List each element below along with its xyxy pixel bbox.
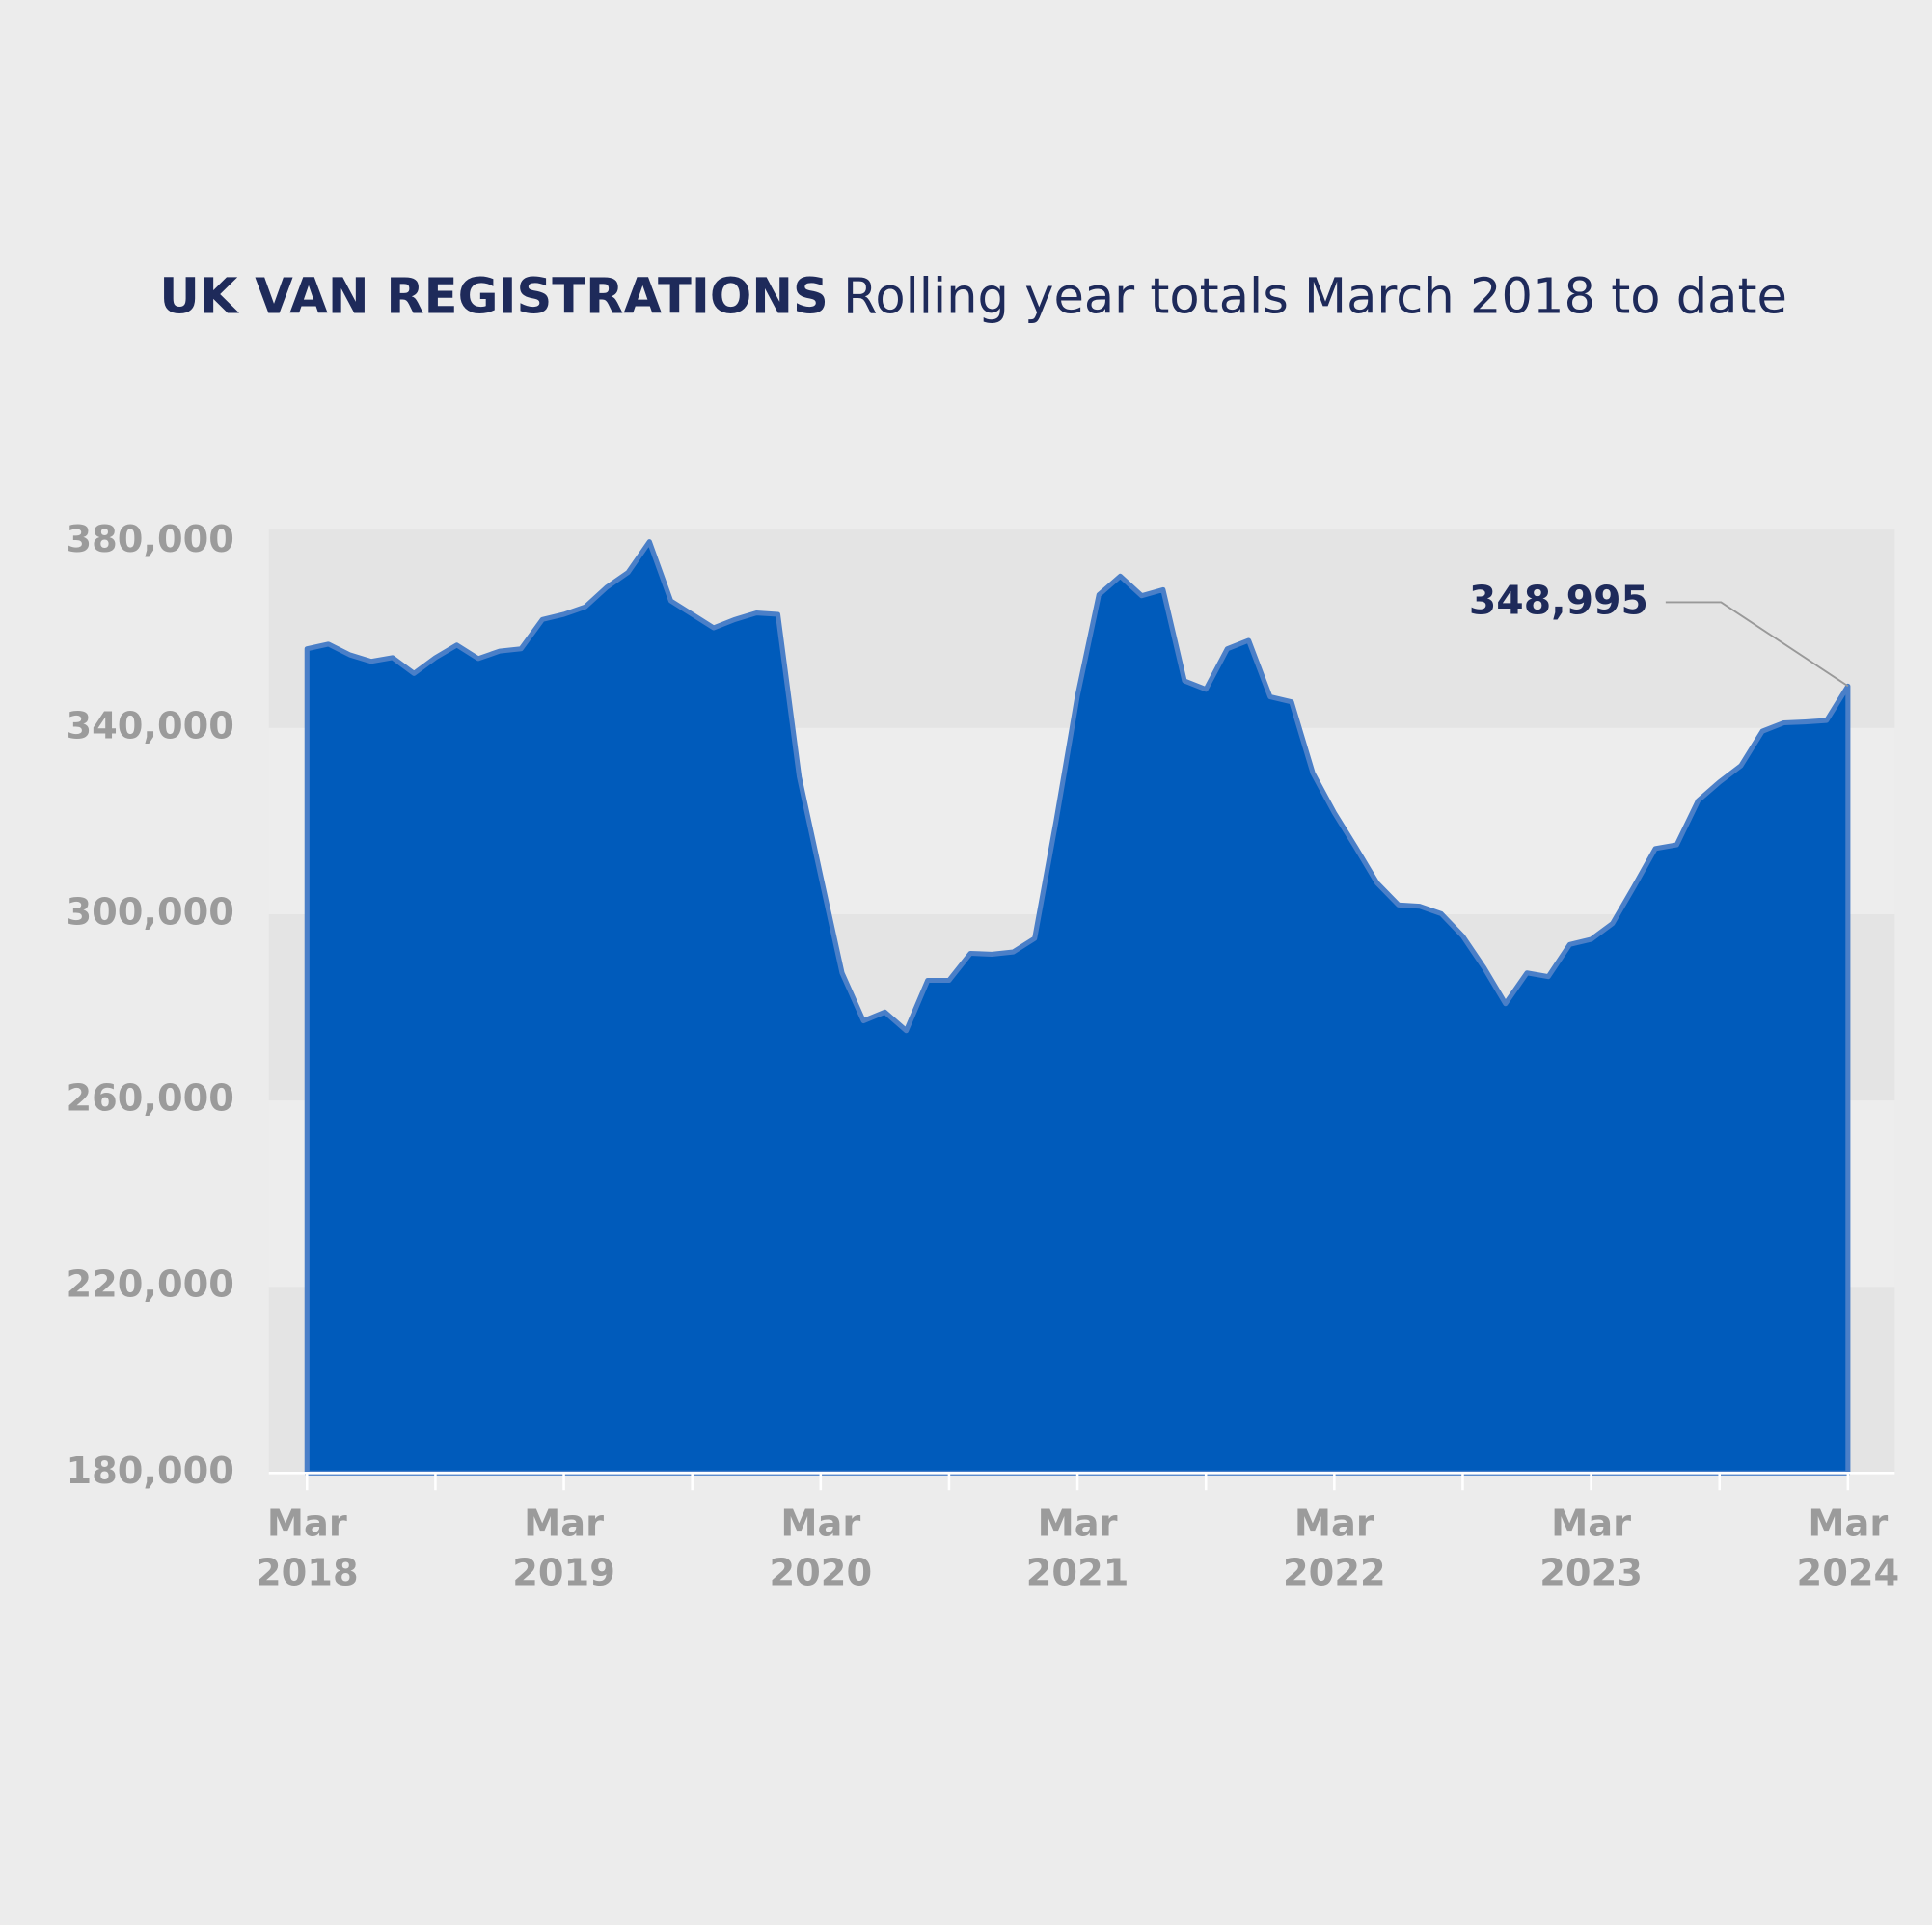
- x-tick-label: Mar 2024: [1796, 1502, 1900, 1595]
- y-tick-label: 180,000: [67, 1450, 234, 1493]
- x-tick-label: Mar 2020: [769, 1502, 873, 1595]
- area: [304, 539, 1851, 1476]
- annotation-leader: [1665, 601, 1849, 688]
- x-tick-label-box: Mar 2020: [769, 1502, 873, 1595]
- x-tick-label: Mar 2023: [1539, 1502, 1643, 1595]
- annotation: 348,995: [1469, 578, 1648, 624]
- title-block: UK VAN REGISTRATIONS Rolling year totals …: [159, 268, 1787, 325]
- x-tick-label-box: Mar 2018: [255, 1502, 359, 1595]
- y-tick-label: 380,000: [67, 518, 234, 561]
- chart-title: UK VAN REGISTRATIONS: [159, 268, 828, 325]
- x-tick-label: Mar 2018: [255, 1502, 359, 1595]
- x-tick-label: Mar 2019: [512, 1502, 615, 1595]
- chart-subtitle: Rolling year totals March 2018 to date: [843, 268, 1787, 325]
- y-tick-label: 300,000: [67, 890, 234, 934]
- y-tick-label: 260,000: [67, 1077, 234, 1121]
- x-tick-label: Mar 2022: [1283, 1502, 1386, 1595]
- x-tick-label: Mar 2021: [1025, 1502, 1129, 1595]
- y-tick-label: 220,000: [67, 1263, 234, 1307]
- x-tick-label-box: Mar 2023: [1539, 1502, 1643, 1595]
- x-tick-label-box: Mar 2019: [512, 1502, 615, 1595]
- x-tick-label-box: Mar 2024: [1796, 1502, 1900, 1595]
- x-tick-label-box: Mar 2021: [1025, 1502, 1129, 1595]
- y-tick-label: 340,000: [67, 704, 234, 747]
- x-tick-label-box: Mar 2022: [1283, 1502, 1386, 1595]
